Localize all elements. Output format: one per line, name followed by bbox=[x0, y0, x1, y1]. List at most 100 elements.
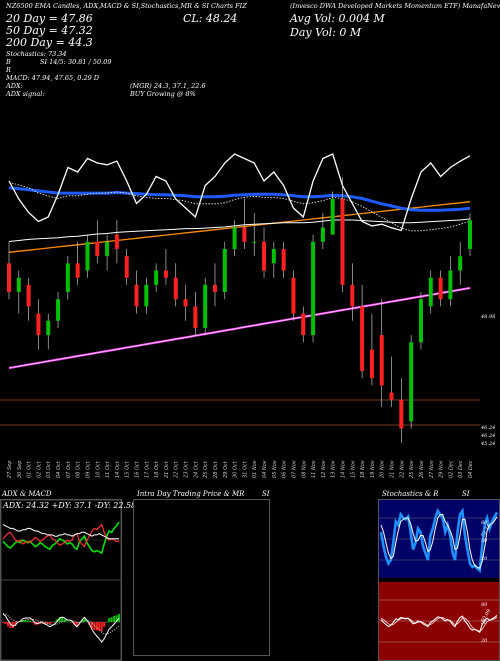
date-label: 15 Nov bbox=[350, 459, 356, 478]
macd-hist-bar bbox=[24, 620, 27, 622]
macd-hist-bar bbox=[105, 622, 108, 623]
date-label: 31 Oct bbox=[242, 460, 248, 478]
macd-hist-bar bbox=[51, 622, 54, 623]
candle-body bbox=[212, 284, 217, 293]
date-label: 01 Oct bbox=[27, 460, 33, 478]
macd-hist-bar bbox=[78, 622, 81, 623]
candle-body bbox=[114, 234, 119, 249]
stoch-level-20: 20 bbox=[481, 556, 488, 562]
candle-body bbox=[399, 399, 404, 429]
chart-subtitle: (Invesco DWA Developed Markets Momentum … bbox=[290, 2, 500, 10]
date-label: 18 Oct bbox=[154, 460, 160, 478]
date-label: 02 Oct bbox=[36, 460, 42, 478]
stoch-d-line bbox=[380, 514, 498, 570]
candle-body bbox=[26, 284, 31, 307]
candle-body bbox=[183, 299, 188, 307]
macd-hist-bar bbox=[9, 622, 12, 628]
ema20-line bbox=[8, 186, 471, 212]
adx-panel bbox=[0, 499, 122, 661]
candle-body bbox=[301, 313, 306, 336]
date-label: 05 Nov bbox=[272, 459, 278, 478]
ema200-inner-line bbox=[8, 287, 471, 369]
candle-body bbox=[438, 277, 443, 300]
macd-hist-bar bbox=[19, 621, 22, 623]
candle-body bbox=[271, 248, 276, 264]
candle-body bbox=[144, 284, 149, 307]
pdi-line bbox=[2, 521, 120, 555]
avg-vol-label: Avg Vol: 0.004 M bbox=[290, 12, 385, 25]
date-label: 16 Oct bbox=[135, 460, 141, 478]
candle-body bbox=[448, 270, 453, 300]
date-label: 24 Oct bbox=[193, 460, 199, 478]
date-label: 25 Oct bbox=[203, 460, 209, 478]
macd-hist-bar bbox=[26, 620, 29, 622]
r-label: R bbox=[6, 66, 11, 74]
date-label: 21 Oct bbox=[164, 460, 170, 478]
macd-line bbox=[2, 613, 120, 643]
adx-signal-value: BUY Growing @ 8% bbox=[130, 90, 196, 98]
candle-body bbox=[56, 299, 61, 321]
date-label: 27 Sep bbox=[7, 461, 13, 478]
macd-hist-bar bbox=[6, 622, 9, 627]
candle-body bbox=[340, 198, 345, 285]
date-label: 14 Nov bbox=[340, 459, 346, 478]
date-label: 26 Nov bbox=[419, 459, 425, 478]
date-label: 03 Oct bbox=[46, 460, 52, 478]
candle-body bbox=[163, 270, 168, 278]
macd-hist-bar bbox=[110, 617, 113, 622]
intraday-panel bbox=[133, 499, 270, 656]
macd-hist-bar bbox=[100, 622, 103, 632]
adx-panel-title: ADX & MACD bbox=[2, 490, 52, 498]
date-label: 30 Oct bbox=[233, 460, 239, 478]
macd-hist-bar bbox=[21, 620, 24, 622]
date-label: 23 Oct bbox=[184, 460, 190, 478]
adx-signal-label: ADX signal: bbox=[6, 90, 45, 98]
candle-body bbox=[242, 227, 247, 242]
si-slow-line bbox=[380, 617, 498, 632]
date-label: 19 Nov bbox=[370, 459, 376, 478]
candle-body bbox=[65, 263, 70, 293]
si-level-20: 20 bbox=[481, 638, 488, 644]
macd-label: MACD: 47.94, 47.65, 0.29 D bbox=[6, 74, 100, 82]
date-label: 04 Oct bbox=[56, 460, 62, 478]
date-label: 11 Oct bbox=[105, 460, 111, 478]
candle-body bbox=[75, 263, 80, 278]
date-label: 18 Nov bbox=[360, 459, 366, 478]
candle-body bbox=[16, 277, 21, 293]
adx-values: (MGR) 24.3, 37.1, 22.6 bbox=[130, 82, 206, 90]
macd-hist-bar bbox=[53, 621, 56, 622]
price-chart: 27 Sep 30 Sep 01 Oct 02 Oct 03 Oct 04 Oct 07 O… bbox=[0, 153, 480, 478]
macd-hist-bar bbox=[68, 621, 71, 623]
chart-title: NZ6500 EMA Candles, ADX,MACD & SI,Stocha… bbox=[6, 2, 247, 10]
stoch-panel bbox=[378, 499, 500, 661]
macd-hist-bar bbox=[66, 621, 69, 623]
macd-hist-bar bbox=[11, 622, 14, 628]
stoch-panel-title: Stochastics & R bbox=[382, 490, 439, 498]
date-label: 07 Nov bbox=[291, 459, 297, 478]
macd-hist-bar bbox=[14, 622, 17, 626]
b-label: B bbox=[6, 58, 11, 66]
adx-panel-values: ADX: 24.32 +DY: 37.1 -DY: 22.58 bbox=[3, 501, 137, 510]
ema50-label: 50 Day = 47.32 bbox=[6, 24, 93, 37]
date-label: 04 Dec bbox=[468, 460, 474, 478]
date-label: 06 Nov bbox=[282, 459, 288, 478]
date-label: 14 Oct bbox=[115, 460, 121, 478]
date-label: 10 Oct bbox=[95, 460, 101, 478]
ema-dotted-line bbox=[8, 181, 471, 232]
candle-body bbox=[193, 306, 198, 328]
macd-hist-bar bbox=[4, 622, 7, 624]
stoch-k-line bbox=[379, 507, 499, 574]
macd-hist-bar bbox=[71, 622, 74, 623]
date-label: 02 Dec bbox=[448, 460, 454, 478]
ema20-label: 20 Day = 47.86 bbox=[6, 12, 93, 25]
macd-hist-bar bbox=[61, 617, 64, 622]
macd-hist-bar bbox=[115, 615, 118, 622]
date-label: 13 Nov bbox=[331, 459, 337, 478]
date-label: 07 Oct bbox=[66, 460, 72, 478]
date-label: 12 Nov bbox=[321, 459, 327, 478]
date-label: 27 Nov bbox=[429, 459, 435, 478]
candle-body bbox=[124, 256, 129, 278]
date-label: 29 Oct bbox=[223, 460, 229, 478]
stoch-panel-si: SI bbox=[462, 490, 470, 498]
candle-body bbox=[291, 277, 296, 314]
